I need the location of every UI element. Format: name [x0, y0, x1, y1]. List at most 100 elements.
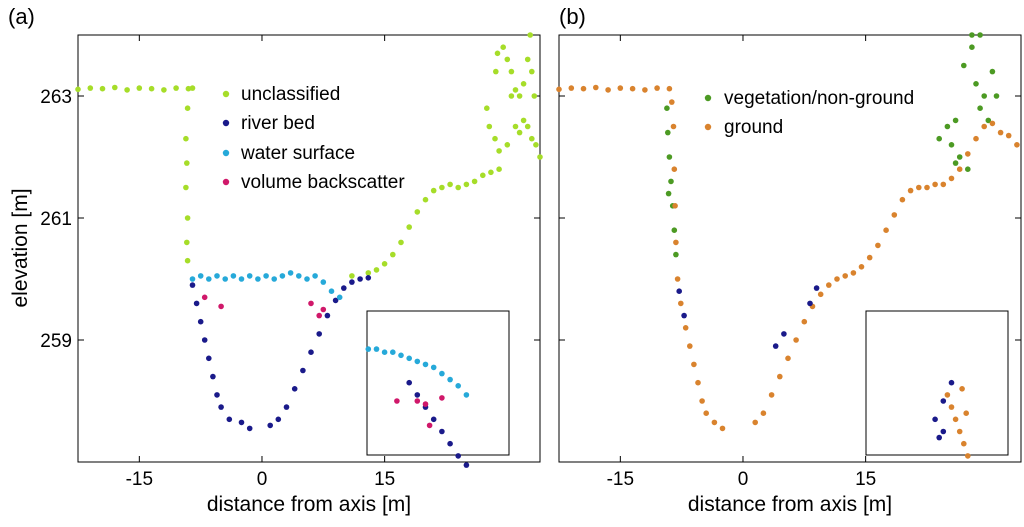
point-river-bed — [940, 428, 947, 435]
point-ground — [785, 355, 791, 362]
point-river-bed — [932, 416, 938, 423]
point-unclassified — [87, 85, 94, 91]
point-ground — [948, 404, 955, 410]
point-unclassified — [516, 93, 523, 99]
point-water-surface — [312, 273, 318, 279]
point-ground — [669, 99, 675, 105]
point-water-surface — [439, 370, 445, 377]
point-water-surface — [230, 273, 237, 279]
point-river-bed — [406, 379, 413, 386]
point-vegetation-non-ground — [664, 105, 670, 111]
point-ground — [875, 242, 881, 249]
point-vegetation-non-ground — [977, 32, 983, 38]
x-tick-label: 15 — [855, 469, 876, 490]
point-vegetation-non-ground — [985, 117, 992, 124]
point-ground — [952, 416, 959, 423]
point-water-surface — [246, 273, 253, 279]
point-unclassified — [493, 68, 499, 75]
point-unclassified — [439, 184, 445, 191]
point-unclassified — [533, 142, 539, 148]
point-unclassified — [484, 105, 490, 111]
point-ground — [672, 203, 678, 209]
panel-a: (a) -15 0 15 259 261 263 unclassified river b… — [8, 4, 543, 516]
x-tick-label: -15 — [126, 469, 153, 490]
point-water-surface — [414, 358, 421, 365]
point-water-surface — [430, 364, 437, 371]
point-unclassified — [422, 196, 429, 203]
point-ground — [691, 361, 697, 368]
point-vegetation-non-ground — [671, 227, 678, 233]
point-river-bed — [414, 392, 421, 398]
point-unclassified — [529, 68, 535, 75]
point-river-bed — [206, 355, 212, 362]
panel-a-inset-box — [366, 310, 510, 456]
point-vegetation-non-ground — [973, 81, 979, 87]
point-ground — [768, 392, 775, 398]
point-water-surface — [271, 276, 278, 282]
point-river-bed — [214, 392, 220, 398]
point-water-surface — [390, 349, 396, 356]
legend-b-label-vegetation: vegetation/non-ground — [724, 88, 914, 109]
point-vegetation-non-ground — [952, 160, 959, 166]
point-ground — [1005, 132, 1012, 139]
panel-a-label: (a) — [8, 4, 35, 29]
point-river-bed — [267, 422, 274, 429]
panel-b-legend: vegetation/non-ground ground — [704, 88, 914, 138]
point-ground — [695, 379, 701, 386]
point-unclassified — [184, 215, 191, 221]
point-ground — [605, 87, 611, 93]
point-ground — [948, 175, 955, 182]
point-water-surface — [304, 276, 310, 282]
point-ground — [673, 239, 679, 246]
point-river-bed — [439, 428, 445, 435]
point-river-bed — [455, 453, 462, 459]
y-tick-label: 261 — [40, 209, 72, 230]
x-tick-label: 15 — [374, 469, 395, 490]
point-volume-backscatter — [201, 294, 208, 301]
point-river-bed — [193, 300, 200, 307]
point-river-bed — [197, 318, 204, 325]
point-unclassified — [373, 267, 380, 273]
point-ground — [916, 184, 922, 191]
point-vegetation-non-ground — [952, 117, 959, 124]
panel-b: (b) -15 0 15 vegetation/non-ground ground … — [556, 4, 1022, 516]
point-unclassified — [99, 85, 106, 92]
point-water-surface — [197, 273, 204, 279]
point-unclassified — [184, 105, 191, 111]
point-river-bed — [300, 367, 306, 374]
point-river-bed — [936, 434, 942, 441]
point-vegetation-non-ground — [665, 129, 671, 136]
point-unclassified — [520, 117, 527, 124]
point-unclassified — [524, 56, 531, 63]
point-water-surface — [447, 376, 453, 383]
point-ground — [711, 419, 718, 426]
point-unclassified — [455, 184, 462, 191]
point-ground — [801, 318, 808, 325]
point-river-bed — [349, 279, 355, 285]
point-ground — [817, 291, 824, 298]
panel-b-label: (b) — [559, 4, 586, 29]
point-ground — [580, 85, 587, 92]
point-vegetation-non-ground — [993, 93, 1000, 99]
point-river-bed — [246, 425, 253, 432]
point-unclassified — [471, 178, 478, 185]
point-unclassified — [500, 44, 507, 50]
point-river-bed — [948, 379, 955, 386]
legend-a-label-water-surface: water surface — [240, 143, 355, 164]
point-unclassified — [504, 142, 511, 148]
point-ground — [944, 392, 951, 398]
panel-a-x-axis-label: distance from axis [m] — [207, 493, 411, 516]
panel-a-y-axis-label: elevation [m] — [9, 188, 32, 307]
point-water-surface — [463, 392, 470, 398]
point-vegetation-non-ground — [936, 135, 942, 142]
panel-b-ticks: -15 0 15 — [559, 35, 1021, 490]
point-volume-backscatter — [316, 312, 323, 319]
legend-a-label-unclassified: unclassified — [241, 84, 340, 105]
legend-a-marker-unclassified — [222, 90, 230, 98]
panel-b-inset-box — [865, 310, 1009, 456]
legend-b-marker-vegetation — [704, 94, 712, 102]
point-water-surface — [263, 273, 269, 279]
point-ground — [961, 440, 967, 447]
point-unclassified — [398, 239, 404, 246]
point-ground — [793, 337, 799, 343]
